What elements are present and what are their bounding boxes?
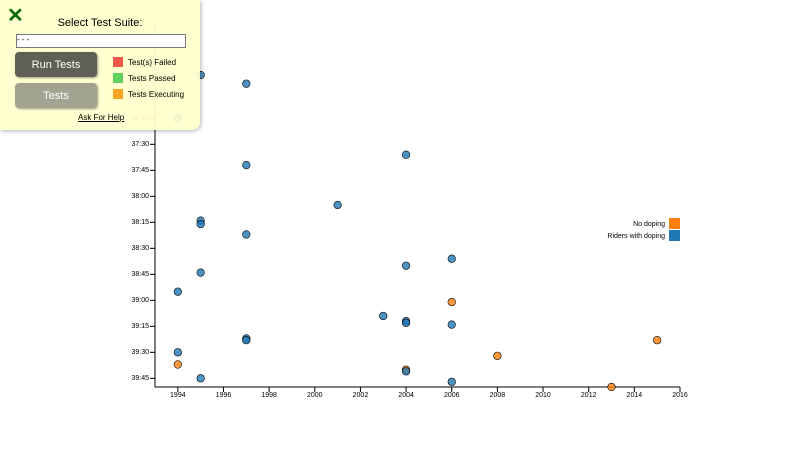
data-point — [242, 336, 251, 345]
x-tick-label: 2002 — [353, 392, 369, 399]
y-tick-label: 38:15 — [131, 219, 149, 226]
test-panel: ✕ Select Test Suite: - - - Run Tests Tes… — [0, 0, 200, 130]
x-tick-label: 2012 — [581, 392, 597, 399]
y-tick-label: 38:45 — [131, 271, 149, 278]
data-point — [653, 336, 662, 345]
panel-legend-swatch — [113, 73, 123, 83]
data-point — [173, 287, 182, 296]
data-point — [401, 261, 411, 270]
data-point — [379, 311, 388, 321]
data-point — [333, 200, 342, 210]
x-tick-label: 2014 — [627, 392, 643, 399]
data-point — [447, 254, 456, 263]
x-tick-label: 2004 — [398, 392, 414, 399]
y-tick-label: 38:00 — [131, 193, 149, 200]
data-point — [493, 351, 502, 360]
y-tick-label: 39:15 — [131, 323, 149, 330]
panel-legend-item: Test(s) Failed — [113, 57, 176, 67]
x-tick-label: 2006 — [444, 392, 460, 399]
x-tick-label: 2016 — [672, 392, 688, 399]
panel-legend-label: Test(s) Failed — [128, 57, 177, 67]
data-point — [196, 219, 205, 229]
y-tick-label: 39:45 — [131, 375, 149, 382]
legend-label: No doping — [633, 221, 665, 228]
y-tick-label: 37:45 — [131, 167, 149, 174]
data-point — [242, 161, 251, 170]
y-tick-label: 39:30 — [131, 349, 149, 356]
panel-legend-swatch — [113, 89, 123, 99]
data-point — [242, 230, 251, 239]
panel-legend-item: Tests Passed — [113, 73, 176, 83]
x-tick-label: 2008 — [490, 392, 506, 399]
legend-swatch — [669, 230, 680, 241]
x-tick-label: 2000 — [307, 392, 323, 399]
x-tick-label: 2010 — [535, 392, 551, 399]
y-tick-label: 39:00 — [131, 297, 149, 304]
panel-legend-swatch — [113, 57, 123, 67]
panel-legend-label: Tests Passed — [128, 73, 176, 83]
panel-legend-item: Tests Executing — [113, 89, 184, 99]
y-tick-label: 37:30 — [131, 141, 149, 148]
run-tests-button[interactable]: Run Tests — [15, 52, 97, 77]
data-point — [242, 79, 251, 88]
data-point — [447, 377, 456, 386]
data-point — [196, 374, 205, 383]
legend-label: Riders with doping — [607, 233, 665, 240]
data-point — [401, 150, 411, 159]
suite-select[interactable]: - - - — [16, 34, 186, 48]
data-point — [196, 268, 205, 277]
x-tick-label: 1998 — [261, 392, 277, 399]
panel-legend-label: Tests Executing — [128, 89, 185, 99]
x-tick-label: 1994 — [170, 392, 186, 399]
tests-button[interactable]: Tests — [15, 83, 97, 108]
data-point — [607, 382, 616, 392]
data-point — [173, 360, 182, 369]
data-point — [401, 367, 411, 376]
data-point — [447, 297, 456, 307]
x-tick-label: 1996 — [216, 392, 232, 399]
panel-title: Select Test Suite: — [57, 17, 143, 29]
data-point — [447, 320, 456, 329]
help-link[interactable]: Ask For Help — [78, 113, 125, 122]
data-point — [401, 318, 411, 327]
y-tick-label: 38:30 — [131, 245, 149, 252]
legend-swatch — [669, 218, 680, 229]
data-point — [173, 348, 182, 357]
close-button[interactable]: ✕ — [7, 5, 24, 27]
